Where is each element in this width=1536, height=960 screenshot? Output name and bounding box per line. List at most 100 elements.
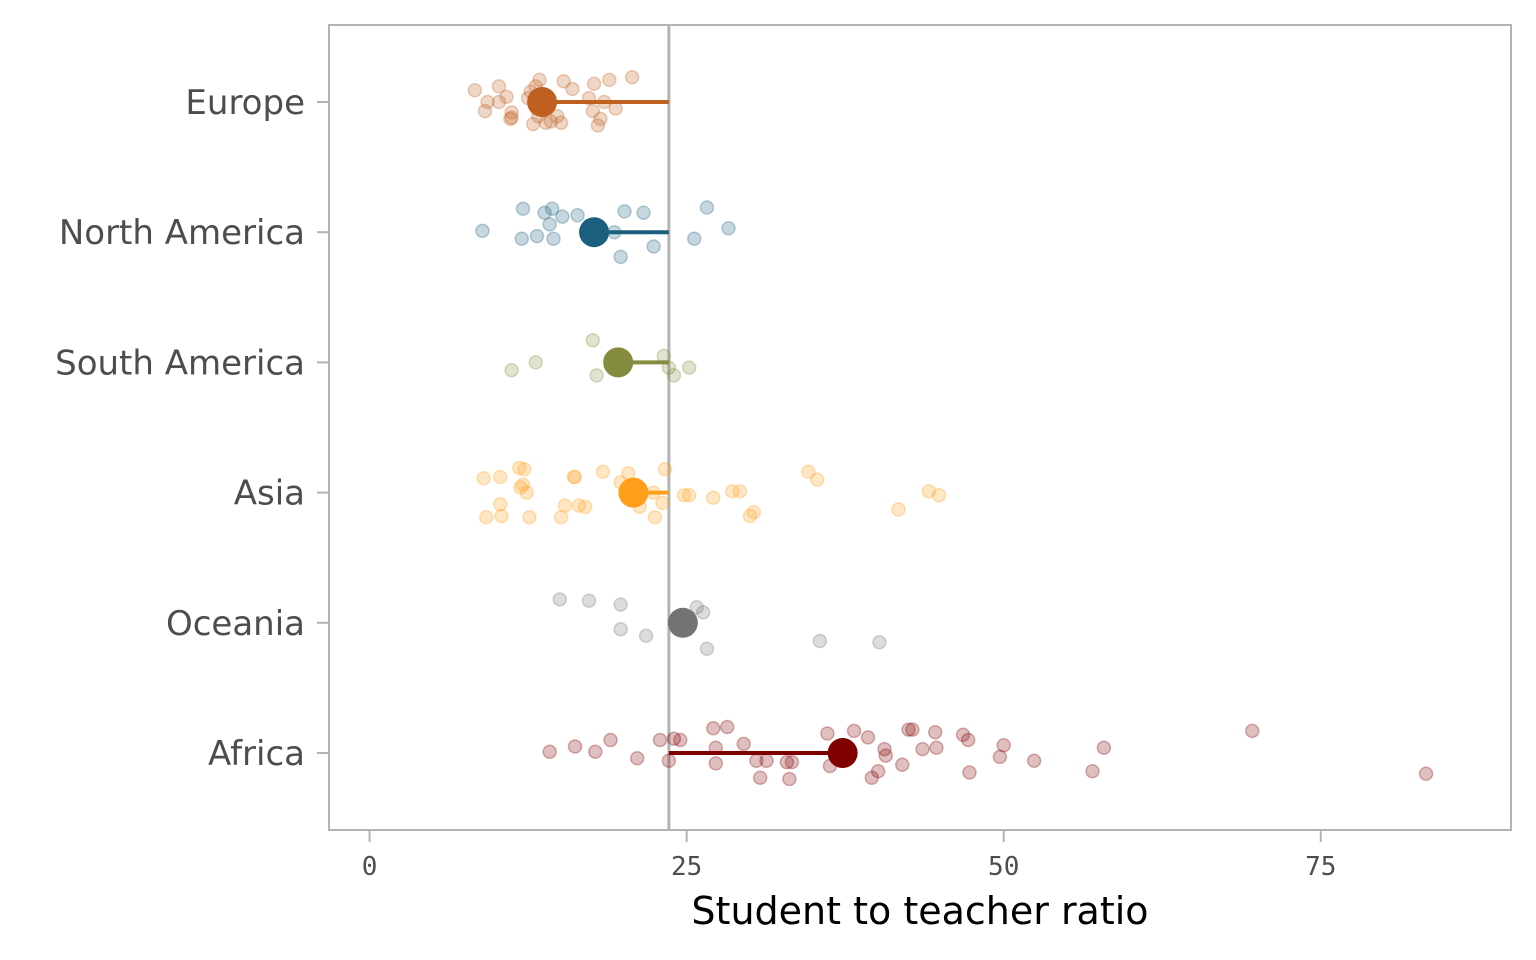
country-point — [504, 110, 519, 125]
country-point — [955, 727, 971, 743]
country-point — [676, 487, 692, 503]
country-point — [812, 633, 828, 649]
country-point — [532, 72, 547, 88]
country-point — [525, 116, 541, 132]
country-point — [550, 109, 565, 124]
region-mean-point — [827, 738, 858, 768]
country-point — [586, 76, 602, 92]
country-point — [629, 750, 645, 766]
y-tick-label: Oceania — [166, 604, 305, 644]
country-point — [661, 753, 677, 769]
country-point — [542, 744, 557, 759]
country-point — [1026, 753, 1042, 769]
country-point — [820, 726, 835, 741]
country-point — [708, 756, 724, 771]
country-point — [657, 461, 673, 477]
country-point — [666, 731, 682, 746]
country-point — [544, 201, 560, 217]
country-point — [571, 498, 587, 513]
country-point — [590, 118, 606, 133]
country-point — [689, 599, 705, 615]
plot-background — [328, 24, 1512, 831]
country-point — [588, 744, 603, 759]
country-point — [759, 753, 774, 769]
country-points-layer — [467, 70, 1434, 787]
country-point — [1096, 740, 1112, 756]
country-point — [992, 749, 1008, 765]
country-point — [655, 495, 670, 511]
country-point — [636, 205, 651, 220]
country-point — [746, 504, 762, 520]
country-point — [553, 510, 569, 525]
country-point — [719, 719, 735, 735]
country-point — [546, 231, 561, 246]
country-point — [1085, 763, 1100, 779]
region-mean-points-layer — [527, 87, 858, 768]
country-point — [553, 115, 569, 131]
country-point — [515, 477, 531, 493]
y-tick-label: Africa — [208, 734, 305, 774]
country-point — [732, 484, 748, 499]
country-point — [996, 737, 1011, 753]
country-point — [477, 103, 493, 119]
country-point — [585, 103, 601, 119]
country-point — [517, 461, 532, 477]
country-point — [687, 231, 702, 246]
region-mean-point — [603, 347, 634, 378]
country-point — [742, 508, 758, 524]
country-point — [846, 723, 862, 739]
country-point — [593, 111, 608, 127]
country-point — [929, 740, 944, 756]
x-tick-label: 25 — [671, 852, 702, 882]
country-point — [492, 497, 508, 512]
country-point — [511, 460, 527, 476]
country-point — [480, 94, 495, 110]
country-point — [595, 464, 611, 480]
region-mean-point — [527, 87, 558, 117]
country-point — [577, 499, 593, 515]
country-point — [476, 471, 491, 486]
country-point — [894, 757, 910, 772]
country-point — [652, 732, 668, 748]
country-point — [736, 736, 751, 752]
country-point — [537, 205, 552, 220]
country-point — [479, 510, 494, 525]
country-point — [931, 487, 947, 503]
country-point — [613, 249, 628, 265]
country-point — [921, 484, 937, 499]
country-point — [872, 635, 887, 650]
country-point — [960, 732, 976, 748]
country-point — [681, 487, 697, 503]
country-point — [721, 221, 736, 236]
country-point — [542, 217, 557, 232]
country-point — [810, 472, 825, 487]
y-tick-label: Asia — [234, 474, 305, 514]
country-point — [494, 508, 509, 524]
country-point — [491, 79, 507, 94]
country-point — [699, 200, 715, 215]
country-point — [624, 70, 640, 85]
region-mean-point — [579, 217, 610, 248]
country-point — [519, 485, 535, 500]
country-point — [901, 722, 916, 737]
country-point — [860, 730, 876, 745]
country-point — [513, 480, 528, 495]
x-tick-label: 0 — [362, 852, 378, 882]
country-point — [503, 111, 518, 127]
country-point — [784, 754, 800, 770]
country-point — [589, 368, 604, 383]
country-point — [801, 464, 816, 480]
x-axis: 0 25 50 75 — [362, 830, 1336, 882]
country-point — [681, 360, 697, 375]
country-point — [475, 223, 490, 239]
country-point — [557, 498, 573, 513]
country-point — [567, 739, 583, 754]
country-point — [699, 641, 715, 657]
country-point — [570, 208, 585, 223]
country-point — [782, 771, 797, 787]
x-tick-label: 50 — [988, 852, 1019, 882]
country-point — [499, 89, 514, 105]
country-point — [528, 355, 543, 370]
country-point — [927, 724, 943, 740]
